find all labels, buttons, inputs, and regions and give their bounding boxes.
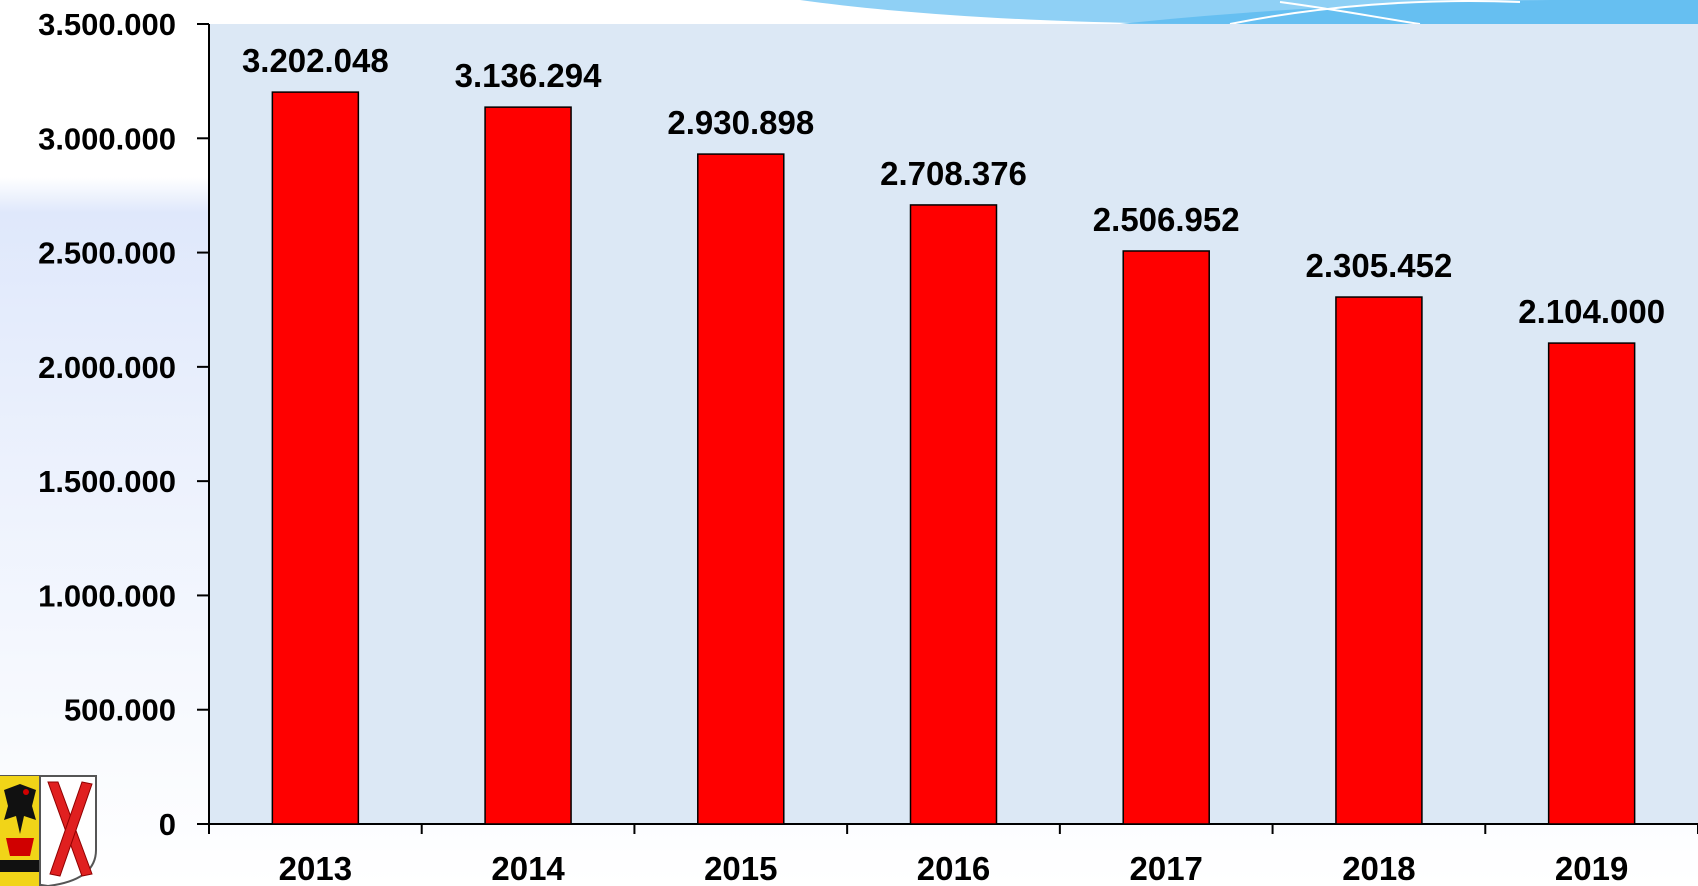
x-tick-label-2019: 2019 [1555, 850, 1628, 886]
data-label-2017: 2.506.952 [1093, 201, 1240, 238]
y-axis: 0 500.000 1.000.000 1.500.000 2.000.000 2.500… [38, 7, 210, 842]
header-swoosh [800, 0, 1698, 25]
y-tick-label: 2.500.000 [38, 236, 176, 271]
x-axis: 2013 2014 2015 2016 2017 2018 2019 [208, 823, 1698, 886]
x-tick-label-2018: 2018 [1342, 850, 1415, 886]
y-tick-label: 3.500.000 [38, 7, 176, 42]
x-tick-label-2013: 2013 [279, 850, 352, 886]
y-tick-label: 1.000.000 [38, 578, 176, 613]
data-labels: 3.202.048 3.136.294 2.930.898 2.708.376 2.50… [242, 42, 1665, 330]
bar-2015 [697, 153, 785, 825]
bar-2016 [909, 204, 998, 825]
bar-2014 [484, 106, 572, 825]
x-tick-label-2017: 2017 [1130, 850, 1203, 886]
data-label-2019: 2.104.000 [1518, 293, 1665, 330]
data-label-2016: 2.708.376 [880, 155, 1027, 192]
x-tick-label-2015: 2015 [704, 850, 777, 886]
data-label-2014: 3.136.294 [455, 57, 602, 94]
coat-of-arms-icon [0, 775, 97, 886]
x-tick-label-2014: 2014 [491, 850, 565, 886]
y-tick-label: 0 [159, 807, 176, 842]
y-tick-label: 500.000 [64, 693, 176, 728]
bar-2019 [1547, 342, 1636, 825]
data-label-2013: 3.202.048 [242, 42, 389, 79]
bar-2013 [271, 91, 360, 825]
data-label-2015: 2.930.898 [667, 104, 814, 141]
y-tick-label: 2.000.000 [38, 350, 176, 385]
bar-2017 [1122, 250, 1210, 825]
y-tick-label: 3.000.000 [38, 121, 176, 156]
bar-series [271, 91, 1636, 825]
y-tick-label: 1.500.000 [38, 464, 176, 499]
x-tick-label-2016: 2016 [917, 850, 990, 886]
data-label-2018: 2.305.452 [1306, 247, 1453, 284]
bar-2018 [1335, 296, 1423, 825]
